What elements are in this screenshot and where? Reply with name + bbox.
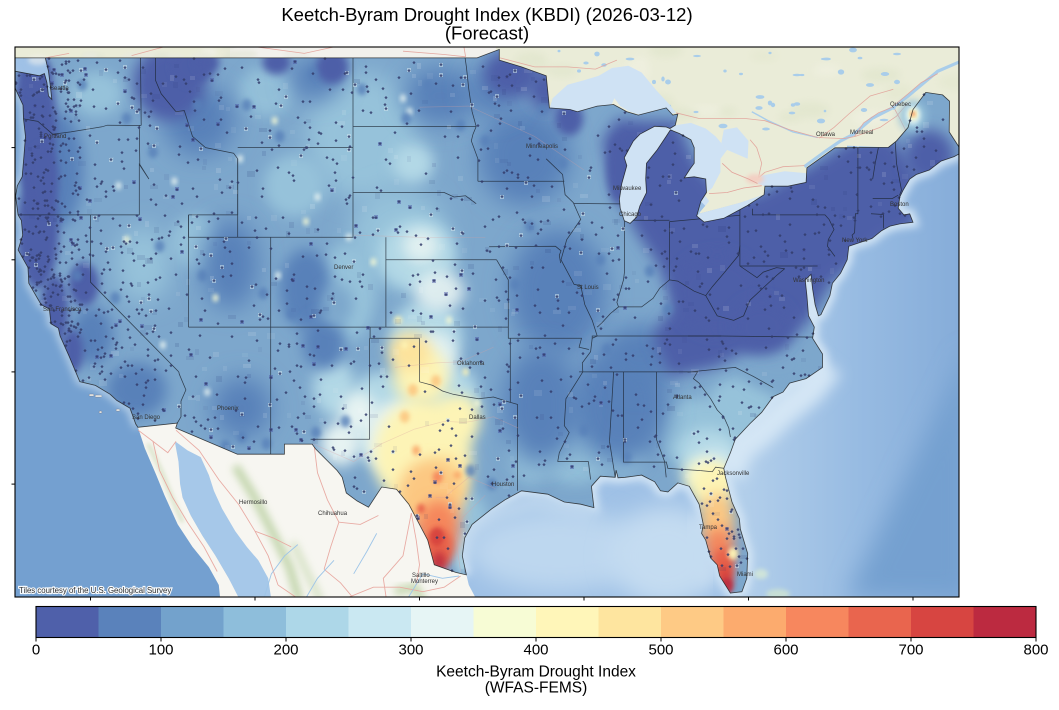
- svg-text:San Francisco: San Francisco: [43, 307, 82, 313]
- svg-text:0: 0: [32, 642, 40, 659]
- svg-text:Atlanta: Atlanta: [673, 395, 692, 401]
- svg-text:Tampa: Tampa: [699, 525, 718, 531]
- svg-text:Ottawa: Ottawa: [816, 132, 836, 138]
- svg-text:400: 400: [523, 642, 548, 659]
- svg-text:Monterrey: Monterrey: [411, 579, 438, 585]
- svg-text:Keetch-Byram Drought Index: Keetch-Byram Drought Index: [436, 664, 636, 681]
- svg-text:Washington: Washington: [793, 278, 824, 284]
- svg-text:Saltillo: Saltillo: [412, 573, 430, 579]
- svg-text:San Diego: San Diego: [132, 415, 161, 421]
- svg-text:300: 300: [398, 642, 423, 659]
- svg-text:100: 100: [148, 642, 173, 659]
- svg-text:Hermosillo: Hermosillo: [239, 500, 268, 506]
- svg-text:Dallas: Dallas: [469, 415, 486, 421]
- svg-text:Chicago: Chicago: [619, 212, 642, 218]
- svg-text:Oklahoma: Oklahoma: [457, 361, 485, 367]
- svg-text:Boston: Boston: [890, 202, 909, 208]
- svg-text:Denver: Denver: [334, 265, 353, 271]
- svg-text:St Louis: St Louis: [577, 285, 599, 291]
- svg-text:Keetch-Byram Drought Index (KB: Keetch-Byram Drought Index (KBDI) (2026-…: [281, 4, 692, 25]
- svg-text:Seattle: Seattle: [50, 86, 69, 92]
- svg-text:Minneapolis: Minneapolis: [526, 144, 558, 150]
- svg-text:(Forecast): (Forecast): [445, 23, 529, 44]
- svg-text:Quebec: Quebec: [890, 102, 911, 108]
- svg-text:Montreal: Montreal: [850, 130, 873, 136]
- svg-text:500: 500: [648, 642, 673, 659]
- svg-text:New York: New York: [842, 238, 868, 244]
- svg-text:Houston: Houston: [492, 482, 514, 488]
- svg-text:Tiles courtesy of the U.S. Geo: Tiles courtesy of the U.S. Geological Su…: [19, 586, 171, 595]
- svg-text:Portland: Portland: [44, 134, 66, 140]
- svg-text:700: 700: [898, 642, 923, 659]
- svg-text:Jacksonville: Jacksonville: [717, 471, 750, 477]
- svg-text:Chihuahua: Chihuahua: [318, 511, 348, 517]
- svg-text:Phoenix: Phoenix: [217, 406, 239, 412]
- svg-text:600: 600: [773, 642, 798, 659]
- svg-text:Milwaukee: Milwaukee: [613, 186, 642, 192]
- svg-text:(WFAS-FEMS): (WFAS-FEMS): [485, 680, 587, 697]
- svg-text:200: 200: [273, 642, 298, 659]
- svg-text:800: 800: [1023, 642, 1048, 659]
- svg-text:Miami: Miami: [737, 572, 753, 578]
